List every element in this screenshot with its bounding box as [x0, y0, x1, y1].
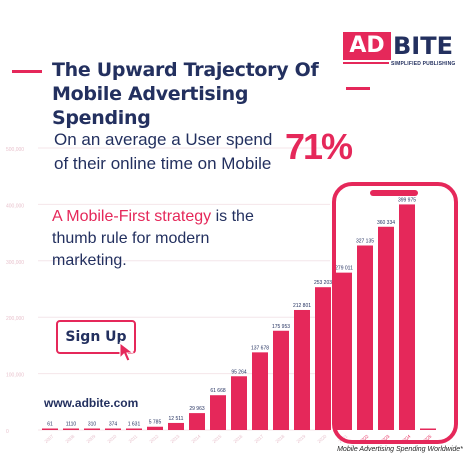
x-tick-2018: 2018 — [275, 433, 286, 444]
x-tick-2010: 2010 — [107, 433, 118, 444]
logo-box: AD — [343, 32, 391, 60]
bar-2021 — [336, 272, 352, 430]
title-line-1: The Upward Trajectory Of — [52, 59, 319, 81]
value-label-2022: 327 135 — [356, 238, 374, 244]
strategy-line-2: thumb rule for modern — [52, 230, 210, 247]
x-tick-2013: 2013 — [170, 433, 181, 444]
adbite-logo: AD BITE SIMPLIFIED PUBLISHING — [343, 32, 456, 72]
bar-2023 — [378, 226, 394, 430]
value-label-2023: 360 334 — [377, 220, 395, 226]
y-tick-label: 500,000 — [6, 147, 24, 153]
bar-2016 — [231, 376, 247, 430]
bar-2015 — [210, 395, 226, 430]
x-tick-2014: 2014 — [191, 433, 202, 444]
x-tick-2024: 2024 — [401, 433, 412, 444]
stat-line-2: of their online time on Mobile — [54, 154, 272, 173]
strategy-highlight: A Mobile-First strategy — [52, 208, 212, 225]
value-label-2021: 279 011 — [335, 266, 353, 272]
x-tick-2016: 2016 — [233, 433, 244, 444]
bar-2025 — [420, 428, 436, 430]
x-tick-2019: 2019 — [296, 433, 307, 444]
bar-2009 — [84, 428, 100, 430]
value-label-2012: 5 785 — [149, 420, 162, 426]
value-label-2009: 310 — [88, 422, 97, 428]
stat-line-1: On an average a User spend — [54, 130, 273, 149]
x-tick-2011: 2011 — [128, 434, 139, 444]
x-tick-2017: 2017 — [254, 433, 265, 444]
logo-text: BITE — [393, 32, 453, 60]
bar-2024 — [399, 204, 415, 430]
x-tick-2022: 2022 — [359, 433, 370, 444]
bar-2022 — [357, 245, 373, 430]
value-label-2013: 12 511 — [169, 416, 184, 422]
y-tick-label: 300,000 — [6, 260, 24, 266]
bar-2017 — [252, 352, 268, 430]
y-tick-label: 400,000 — [6, 203, 24, 209]
chart-caption: Mobile Advertising Spending Worldwide* — [337, 446, 463, 453]
stat-text: On an average a User spend of their onli… — [54, 128, 354, 176]
value-label-2017: 137 678 — [251, 345, 269, 351]
bar-2018 — [273, 330, 289, 430]
bar-2008 — [63, 428, 79, 430]
chart-value-labels: 61 1110 310 374 1 631 5 785 12 511 29 963 61 668… — [47, 197, 416, 427]
strategy-rest: is the — [211, 208, 254, 225]
y-tick-label: 0 — [6, 429, 9, 435]
bar-2010 — [105, 428, 121, 430]
bar-2013 — [168, 422, 184, 430]
title-line-2: Mobile Advertising Spending — [52, 83, 249, 129]
bar-2014 — [189, 413, 205, 430]
x-tick-2020: 2020 — [317, 433, 328, 444]
x-tick-2015: 2015 — [212, 433, 223, 444]
phone-frame — [332, 182, 458, 444]
value-label-2007: 61 — [47, 422, 53, 428]
cursor-icon — [119, 341, 135, 362]
website-url[interactable]: www.adbite.com — [44, 396, 139, 410]
bar-2007 — [42, 428, 58, 430]
x-tick-2009: 2009 — [86, 433, 97, 444]
strategy-line-3: marketing. — [52, 252, 127, 269]
x-tick-2007: 2007 — [44, 433, 55, 444]
bar-2019 — [294, 309, 310, 430]
y-tick-label: 200,000 — [6, 316, 24, 322]
value-label-2010: 374 — [109, 422, 118, 428]
value-label-2018: 175 953 — [272, 324, 290, 330]
value-label-2014: 29 963 — [189, 406, 205, 412]
value-label-2016: 95 264 — [231, 369, 247, 375]
strategy-line-1: A Mobile-First strategy is the — [52, 206, 292, 228]
bar-2012 — [147, 426, 163, 430]
value-label-2024: 399 975 — [398, 197, 416, 203]
value-label-2019: 212 801 — [293, 303, 311, 309]
y-tick-label: 100,000 — [6, 373, 24, 379]
logo-tagline: SIMPLIFIED PUBLISHING — [391, 61, 456, 67]
logo-underline — [343, 62, 389, 64]
x-tick-2012: 2012 — [149, 433, 160, 444]
bar-2020 — [315, 287, 331, 430]
x-tick-2023: 2023 — [380, 433, 391, 444]
value-label-2011: 1 631 — [128, 422, 141, 428]
value-label-2008: 1110 — [66, 422, 77, 428]
bar-2011 — [126, 428, 142, 430]
strategy-text: A Mobile-First strategy is the thumb rul… — [52, 206, 292, 272]
x-tick-2025: 2025 — [422, 433, 433, 444]
chart-bars — [42, 204, 436, 430]
title-accent-left — [12, 70, 42, 73]
page-title: The Upward Trajectory Of Mobile Advertis… — [52, 58, 352, 130]
phone-notch — [370, 190, 418, 196]
stat-percent: 71% — [285, 126, 353, 167]
value-label-2020: 253 203 — [314, 280, 332, 286]
x-tick-2008: 2008 — [65, 433, 76, 444]
value-label-2015: 61 668 — [210, 388, 226, 394]
title-accent-right — [346, 87, 370, 90]
chart-x-ticks: 2007 2008 2009 2010 2011 2012 2013 2014 2015 2016… — [44, 433, 433, 444]
